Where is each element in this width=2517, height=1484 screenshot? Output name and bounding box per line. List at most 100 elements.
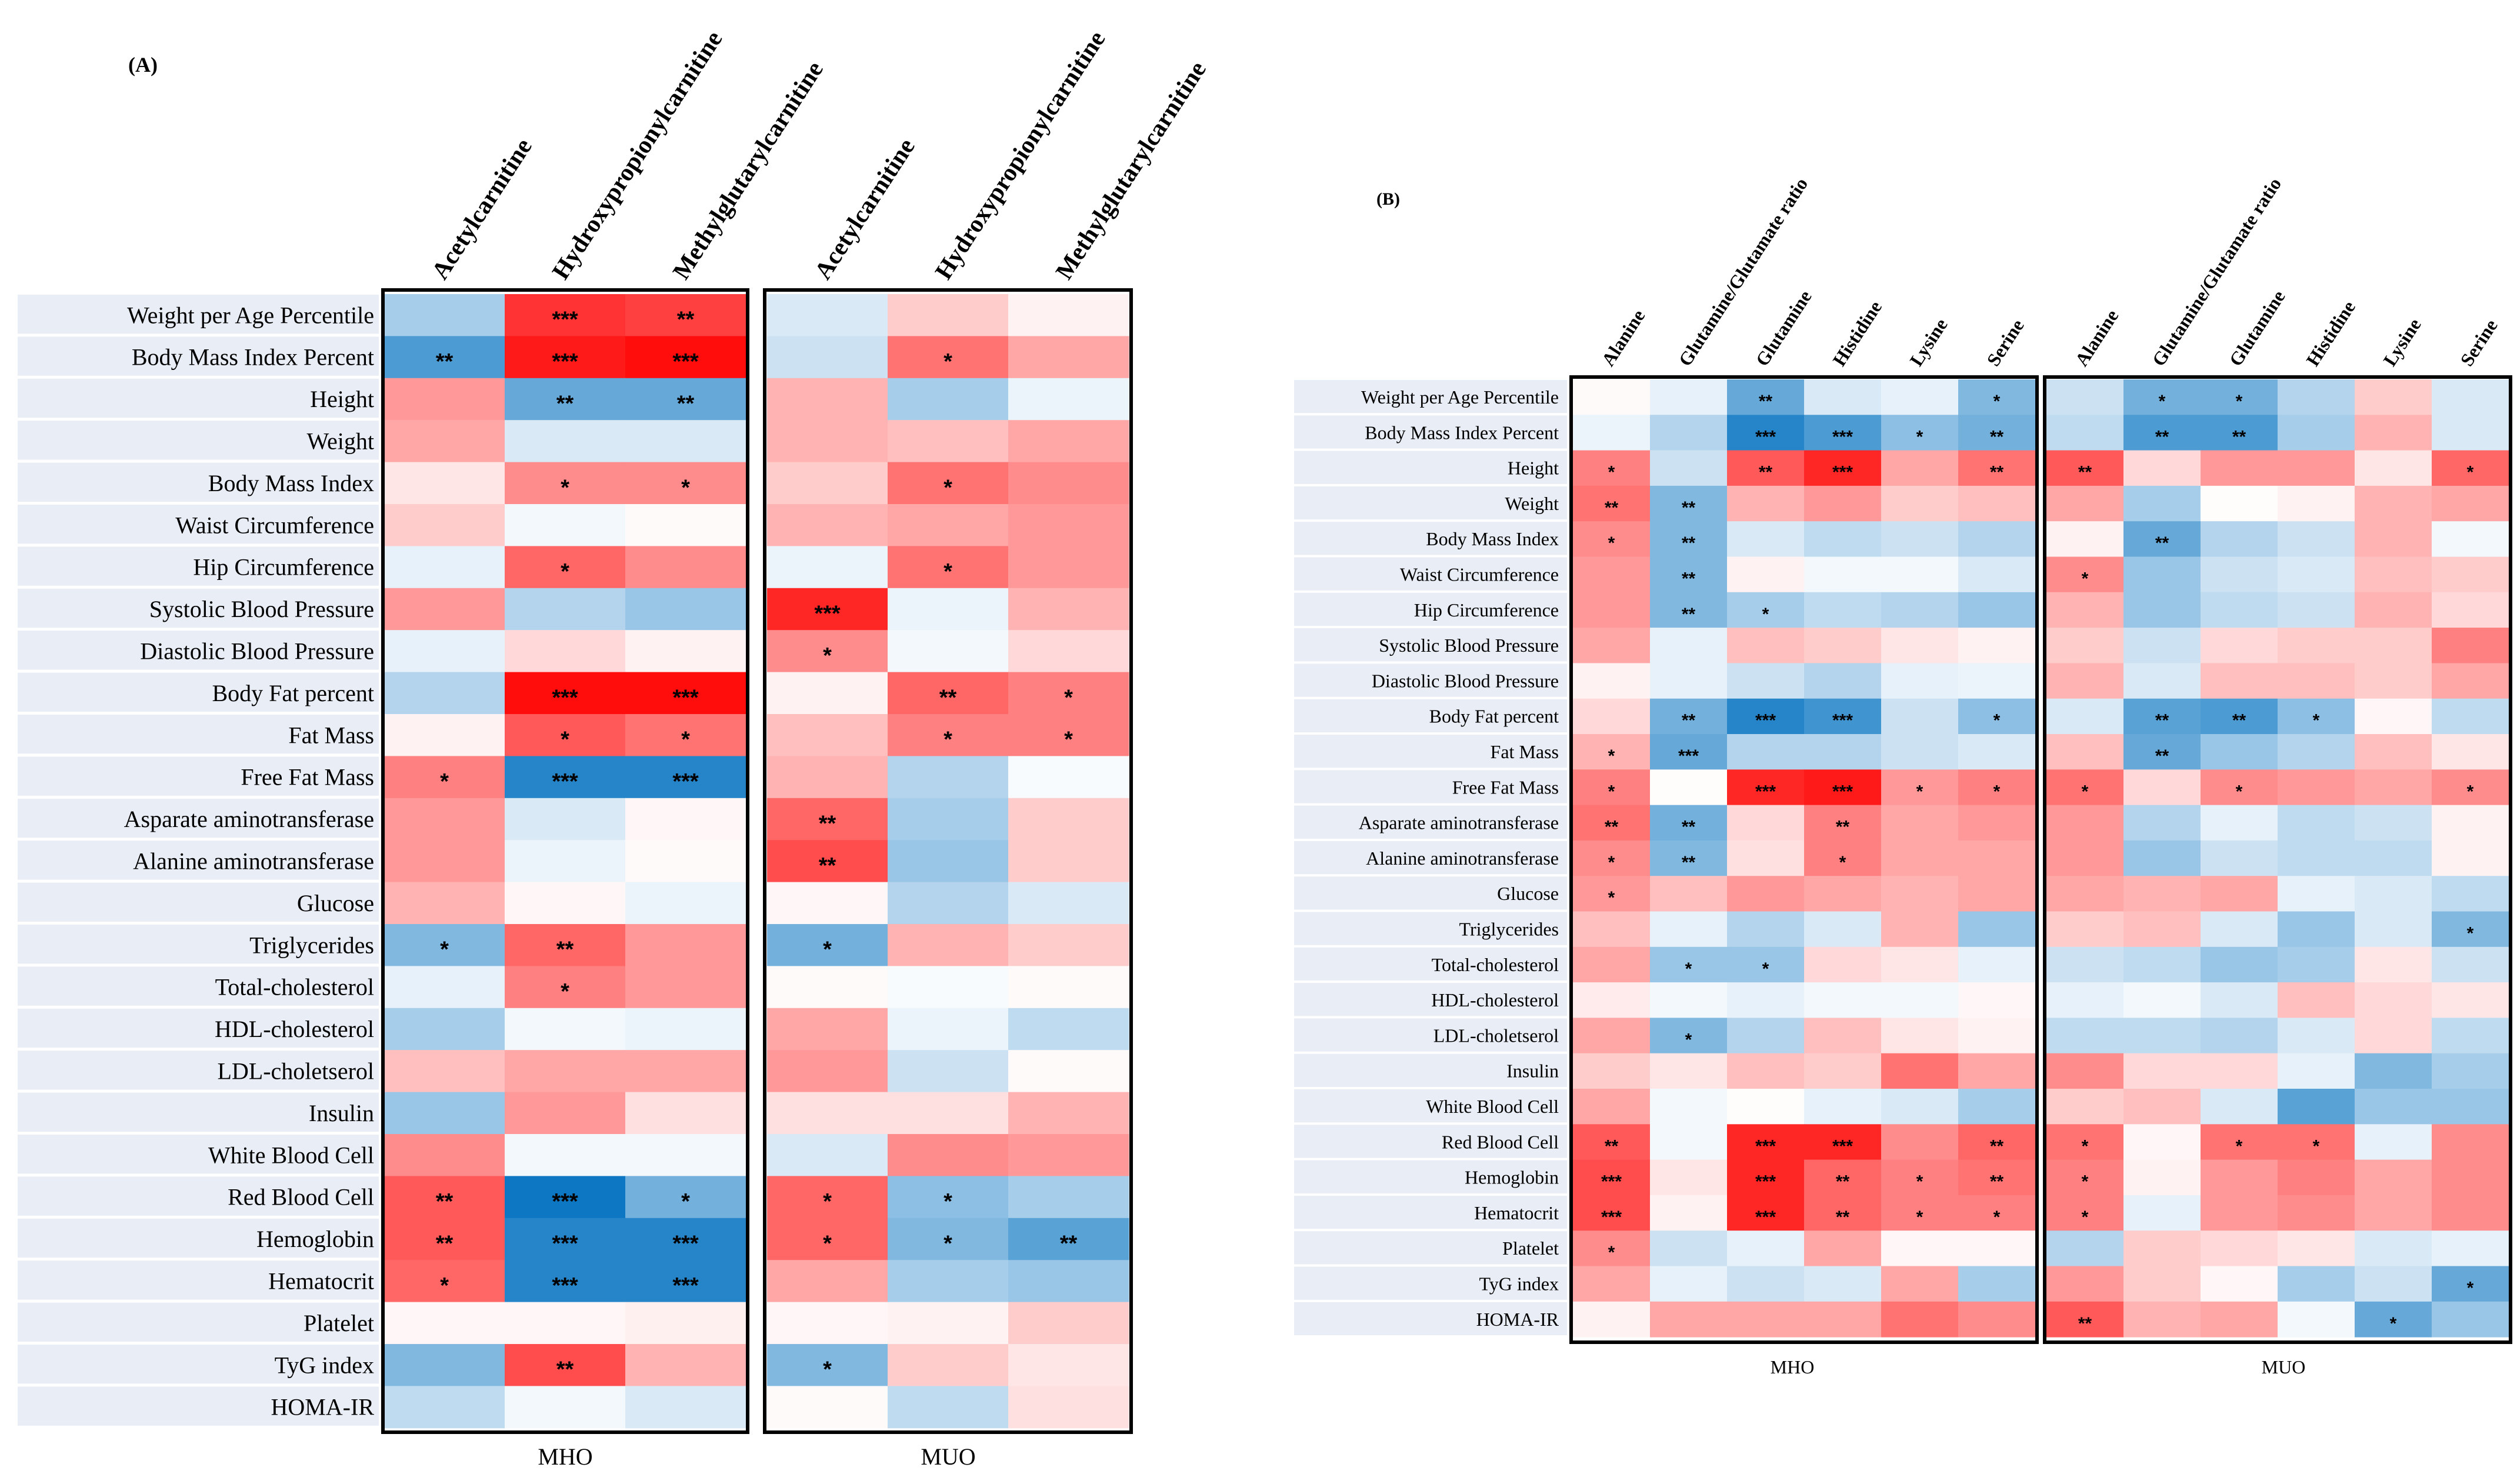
column-label: Alanine [1597, 306, 1649, 370]
heatmap-cell [2355, 450, 2432, 486]
row-label-bg [18, 546, 379, 586]
column-label: Glutamine [2225, 286, 2289, 370]
heatmap-cell [2201, 415, 2278, 451]
row-label-bg [18, 336, 379, 376]
heatmap-cell [2355, 982, 2432, 1018]
significance-mark: *** [552, 308, 578, 332]
heatmap-cell [888, 1134, 1009, 1176]
heatmap-cell [2123, 1018, 2201, 1054]
heatmap-cell [625, 966, 746, 1009]
heatmap-cell [2201, 946, 2278, 983]
heatmap-cell [384, 420, 505, 463]
heatmap-cell [2432, 663, 2509, 699]
heatmap-cell [2355, 840, 2432, 876]
heatmap-cell [1804, 450, 1882, 486]
significance-mark: * [2467, 782, 2474, 801]
heatmap-cell [625, 1134, 746, 1176]
heatmap-cell [1008, 378, 1129, 421]
heatmap-cell [2278, 521, 2355, 557]
significance-mark: ** [677, 308, 695, 332]
heatmap-cell [2123, 769, 2201, 806]
row-label-bg [1294, 415, 1567, 449]
heatmap-cell [2355, 628, 2432, 663]
row-label: White Blood Cell [1426, 1096, 1559, 1117]
significance-mark: * [1993, 1208, 2001, 1227]
row-label-bg [18, 1386, 379, 1426]
heatmap-cell [1881, 415, 1959, 451]
heatmap-cell [2278, 1230, 2355, 1266]
heatmap-cell [767, 462, 888, 505]
heatmap-cell [505, 1386, 626, 1429]
heatmap-cell [2123, 663, 2201, 699]
row-label-bg [1294, 628, 1567, 662]
heatmap-cell [2432, 485, 2509, 522]
heatmap-cell [2046, 1159, 2124, 1196]
heatmap-cell [2432, 805, 2509, 841]
heatmap-cell [767, 840, 888, 883]
row-label: Total-cholesterol [1432, 954, 1559, 975]
heatmap-cell [2355, 592, 2432, 628]
heatmap-cell [1727, 1266, 1805, 1302]
heatmap-cell [1804, 628, 1882, 663]
heatmap-cell [2123, 876, 2201, 912]
group-frame [763, 288, 1133, 1434]
row-label-bg [18, 421, 379, 460]
heatmap-cell [625, 714, 746, 756]
heatmap-cell [1650, 450, 1728, 486]
heatmap-cell [1727, 1159, 1805, 1196]
significance-mark: ** [2155, 533, 2169, 553]
heatmap-cell [1727, 521, 1805, 557]
column-label: Histidine [2302, 297, 2359, 370]
significance-mark: * [561, 559, 569, 584]
heatmap-cell [2278, 769, 2355, 806]
significance-mark: *** [1601, 1208, 1622, 1227]
heatmap-cell [2123, 946, 2201, 983]
heatmap-cell [2432, 876, 2509, 912]
heatmap-cell [2123, 415, 2201, 451]
heatmap-cell [1727, 734, 1805, 770]
heatmap-cell [1008, 1302, 1129, 1345]
heatmap-cell [1958, 521, 2036, 557]
heatmap-cell [1804, 698, 1882, 735]
heatmap-cell [505, 630, 626, 673]
significance-mark: * [2390, 1314, 2397, 1333]
heatmap-cell [2123, 1195, 2201, 1231]
heatmap-cell [2355, 734, 2432, 770]
significance-mark: * [1685, 959, 1692, 979]
heatmap-cell [888, 588, 1009, 631]
row-label: Systolic Blood Pressure [149, 596, 374, 622]
heatmap-cell [1958, 415, 2036, 451]
significance-mark: ** [1990, 427, 2004, 446]
heatmap-cell [505, 672, 626, 715]
heatmap-cell [1881, 876, 1959, 912]
heatmap-cell [1727, 911, 1805, 948]
significance-mark: *** [1832, 711, 1853, 731]
significance-mark: * [2082, 782, 2089, 801]
heatmap-cell [625, 798, 746, 841]
significance-mark: ** [819, 853, 836, 878]
heatmap-cell [1804, 663, 1882, 699]
heatmap-cell [1881, 663, 1959, 699]
heatmap-cell [767, 798, 888, 841]
row-label-bg [18, 966, 379, 1006]
heatmap-cell [888, 420, 1009, 463]
row-label: Systolic Blood Pressure [1379, 635, 1559, 656]
heatmap-cell [384, 756, 505, 799]
heatmap-cell [1008, 1092, 1129, 1135]
significance-mark: ** [2155, 746, 2169, 766]
heatmap-cell [1573, 876, 1651, 912]
significance-mark: * [1916, 782, 1923, 801]
significance-mark: *** [1755, 711, 1776, 731]
heatmap-cell [2355, 1018, 2432, 1054]
heatmap-cell [1804, 769, 1882, 806]
row-label: HOMA-IR [1476, 1309, 1559, 1330]
heatmap-cell [1727, 1053, 1805, 1089]
heatmap-cell [888, 756, 1009, 799]
heatmap-cell [1958, 1230, 2036, 1266]
heatmap-cell [888, 378, 1009, 421]
heatmap-cell [888, 1050, 1009, 1093]
heatmap-cell [1727, 946, 1805, 983]
significance-mark: *** [552, 1273, 578, 1298]
column-label: Lysine [2379, 315, 2425, 370]
